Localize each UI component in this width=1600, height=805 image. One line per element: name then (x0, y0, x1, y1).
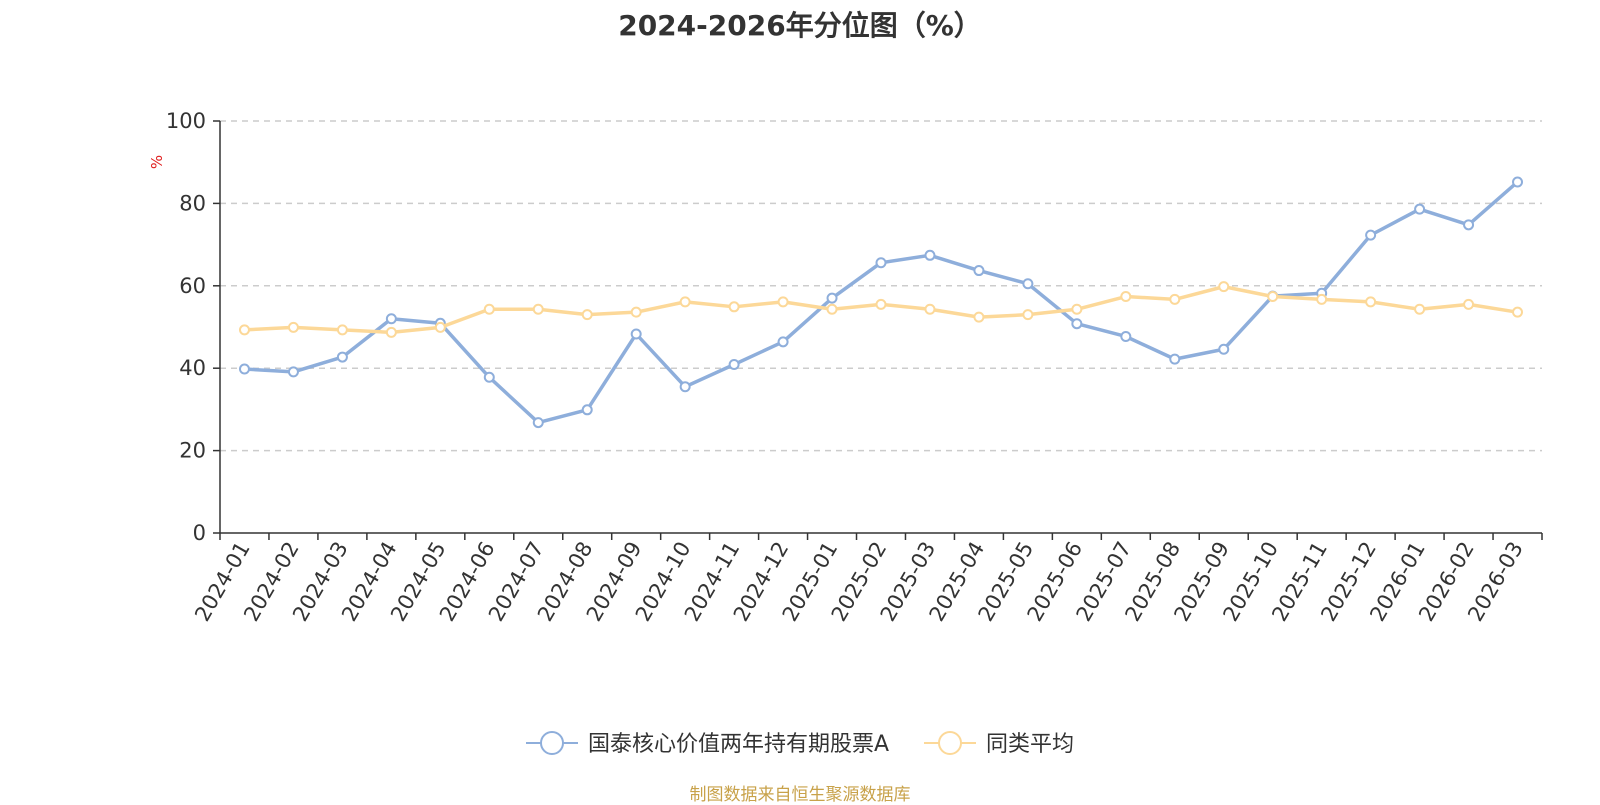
series-1-point (532, 417, 544, 429)
series-2-point (581, 309, 593, 321)
series-1-point (630, 328, 642, 340)
series-1-point (238, 363, 250, 375)
series-2-point (1463, 298, 1475, 310)
series-2-point (1022, 309, 1034, 321)
series-2-point (385, 326, 397, 338)
series-2-point (434, 321, 446, 333)
series-1-point (826, 292, 838, 304)
source-note: 制图数据来自恒生聚源数据库 (689, 785, 911, 805)
y-tick-label: 80 (179, 191, 206, 215)
y-tick-label: 100 (166, 109, 206, 133)
series-1-point (336, 351, 348, 363)
series-1-point (1414, 203, 1426, 215)
series-1-point (1512, 176, 1524, 188)
series-2-point (483, 303, 495, 315)
series-1-point (777, 336, 789, 348)
series-2-point (875, 298, 887, 310)
series-2-point (826, 303, 838, 315)
series-1-point (1022, 278, 1034, 290)
series-2-point (1120, 291, 1132, 303)
series-1-point (973, 265, 985, 277)
y-axis-label: % (148, 155, 166, 169)
y-tick-label: 0 (193, 521, 206, 545)
series-2-point (973, 311, 985, 323)
series-2-point (728, 301, 740, 313)
series-1-point (728, 358, 740, 370)
series-1-point (287, 366, 299, 378)
chart-title: 2024-2026年分位图（%） (618, 9, 982, 42)
series-2-point (1267, 291, 1279, 303)
legend-label-2: 同类平均 (986, 732, 1074, 757)
series-2-point (238, 324, 250, 336)
y-tick-label: 20 (179, 439, 206, 463)
series-2-point (630, 306, 642, 318)
series-2-point (1512, 306, 1524, 318)
y-tick-label: 40 (179, 356, 206, 380)
series-1-point (1120, 330, 1132, 342)
series-2-point (924, 303, 936, 315)
series-2-point (1316, 293, 1328, 305)
series-2-point (336, 324, 348, 336)
series-2-point (1365, 296, 1377, 308)
series-1-point (1365, 229, 1377, 241)
series-1-point (1169, 353, 1181, 365)
series-2-point (287, 321, 299, 333)
series-1-point (1218, 343, 1230, 355)
series-2-point (1414, 303, 1426, 315)
y-tick-label: 60 (179, 274, 206, 298)
legend-label-1: 国泰核心价值两年持有期股票A (588, 732, 889, 757)
series-2-point (679, 296, 691, 308)
series-1-point (581, 404, 593, 416)
series-1-point (385, 313, 397, 325)
series-2-point (1218, 281, 1230, 293)
series-2-point (777, 296, 789, 308)
series-1-point (875, 257, 887, 269)
legend-marker-1 (540, 731, 564, 755)
series-2-point (1169, 293, 1181, 305)
series-1-point (924, 249, 936, 261)
series-1-point (1071, 318, 1083, 330)
series-1-point (679, 381, 691, 393)
series-1-point (483, 371, 495, 383)
legend-marker-2 (938, 731, 962, 755)
series-2-point (532, 303, 544, 315)
series-2-point (1071, 303, 1083, 315)
series-1-point (1463, 219, 1475, 231)
